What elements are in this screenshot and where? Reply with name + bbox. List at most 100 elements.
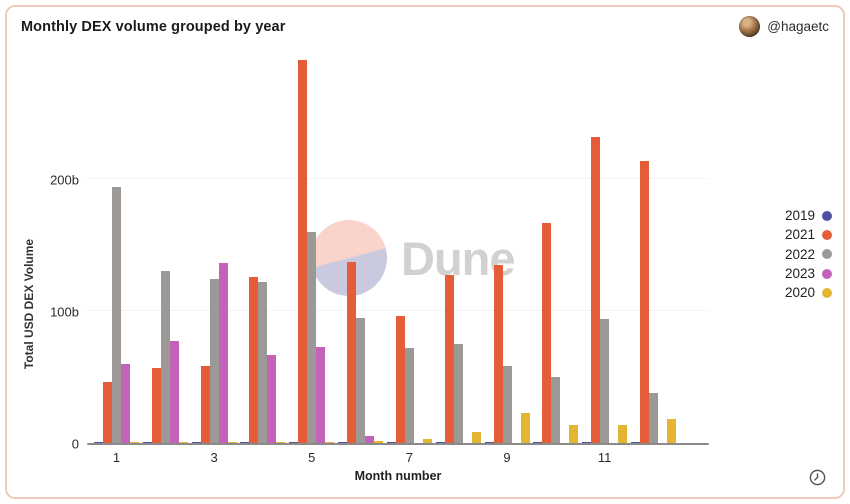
bar-group-month-9 xyxy=(484,265,530,443)
bar-2021-month-11[interactable] xyxy=(591,137,601,443)
legend-item-2020[interactable]: 2020 xyxy=(785,283,832,302)
bar-2021-month-2[interactable] xyxy=(151,368,161,443)
bar-2020-month-2[interactable] xyxy=(178,442,188,443)
bar-2021-month-10[interactable] xyxy=(542,223,552,443)
bar-2019-month-9[interactable] xyxy=(484,442,494,443)
x-tick-month-4 xyxy=(240,450,285,465)
bar-2020-month-6[interactable] xyxy=(374,441,384,443)
bar-2020-month-5[interactable] xyxy=(325,442,335,443)
legend: 2019 2021 2022 2023 2020 xyxy=(785,206,832,302)
bar-2022-month-4[interactable] xyxy=(258,282,268,443)
bar-2023-month-1[interactable] xyxy=(121,364,130,443)
bar-2021-month-1[interactable] xyxy=(103,382,112,443)
x-tick-month-7: 7 xyxy=(405,450,413,465)
bar-2023-month-6[interactable] xyxy=(365,436,375,443)
x-tick-month-12 xyxy=(631,450,676,465)
bar-2022-month-9[interactable] xyxy=(502,366,512,443)
bar-2019-month-8[interactable] xyxy=(435,442,445,443)
bar-2022-month-6[interactable] xyxy=(356,318,366,443)
legend-label: 2019 xyxy=(784,208,815,224)
bar-2021-month-7[interactable] xyxy=(395,316,405,443)
plot-area xyxy=(87,56,709,443)
bars-row xyxy=(87,56,709,443)
legend-dot-icon xyxy=(822,210,832,221)
bar-2021-month-3[interactable] xyxy=(200,366,210,443)
bar-2020-month-9[interactable] xyxy=(520,413,530,443)
bar-2019-month-11[interactable] xyxy=(582,442,592,443)
account-handle: @hagaetc xyxy=(767,19,829,34)
bar-2022-month-10[interactable] xyxy=(551,377,561,443)
legend-dot-icon xyxy=(822,249,832,260)
bar-group-month-4 xyxy=(240,277,286,443)
bar-2019-month-12[interactable] xyxy=(630,442,640,443)
bar-2019-month-3[interactable] xyxy=(191,442,201,443)
bar-2022-month-7[interactable] xyxy=(404,348,414,443)
bar-2019-month-5[interactable] xyxy=(289,442,299,443)
bar-2020-month-7[interactable] xyxy=(422,439,432,443)
bar-2020-month-3[interactable] xyxy=(227,442,237,443)
x-tick-month-10 xyxy=(533,450,578,465)
bar-2022-month-3[interactable] xyxy=(209,279,219,443)
bar-2021-month-6[interactable] xyxy=(347,262,357,443)
bar-2019-month-2[interactable] xyxy=(142,442,152,443)
bar-2019-month-7[interactable] xyxy=(386,442,396,443)
x-tick-labels: 1 3 5 7 9 11 xyxy=(87,450,709,465)
clock-icon[interactable] xyxy=(808,468,827,487)
bar-2021-month-12[interactable] xyxy=(639,161,649,443)
bar-2023-month-2[interactable] xyxy=(169,341,179,443)
x-tick-month-3: 3 xyxy=(210,450,218,465)
x-tick-month-1: 1 xyxy=(112,450,121,465)
bar-2022-month-8[interactable] xyxy=(453,344,463,443)
bar-group-month-10 xyxy=(533,223,579,443)
legend-item-2023[interactable]: 2023 xyxy=(785,264,832,283)
gridline-200b xyxy=(87,178,709,179)
bar-2023-month-5[interactable] xyxy=(316,347,326,443)
bar-2021-month-4[interactable] xyxy=(249,277,259,443)
x-tick-month-2 xyxy=(143,450,188,465)
x-tick-month-6 xyxy=(338,450,383,465)
y-tick-100b: 100b xyxy=(50,304,79,320)
bar-2021-month-5[interactable] xyxy=(298,60,308,443)
x-tick-month-5: 5 xyxy=(308,450,316,465)
x-tick-month-11: 11 xyxy=(597,450,612,465)
x-axis-title: Month number xyxy=(354,469,442,483)
bar-2020-month-1[interactable] xyxy=(130,442,139,443)
bar-group-month-3 xyxy=(191,263,237,443)
bar-group-month-1 xyxy=(94,187,139,443)
legend-dot-icon xyxy=(822,229,832,240)
legend-dot-icon xyxy=(822,268,832,279)
bar-group-month-5 xyxy=(289,60,335,443)
dune-chart-card: Monthly DEX volume grouped by year @haga… xyxy=(5,5,845,499)
bar-2022-month-1[interactable] xyxy=(112,187,121,443)
legend-item-2022[interactable]: 2022 xyxy=(785,245,832,264)
bar-2020-month-8[interactable] xyxy=(471,432,481,443)
account-chip[interactable]: @hagaetc xyxy=(739,16,829,37)
bar-2020-month-4[interactable] xyxy=(276,442,286,443)
legend-item-2021[interactable]: 2021 xyxy=(785,225,832,244)
bar-2021-month-8[interactable] xyxy=(444,275,454,443)
gridline-100b xyxy=(87,310,709,311)
bar-group-month-11 xyxy=(582,137,628,443)
bar-2022-month-5[interactable] xyxy=(307,232,317,443)
bar-2019-month-10[interactable] xyxy=(533,442,543,443)
legend-item-2019[interactable]: 2019 xyxy=(785,206,832,225)
bar-2019-month-6[interactable] xyxy=(338,442,348,443)
bar-2023-month-4[interactable] xyxy=(267,355,277,443)
bar-2022-month-12[interactable] xyxy=(648,393,658,443)
bar-2022-month-11[interactable] xyxy=(600,319,610,443)
bar-group-month-12 xyxy=(630,161,676,443)
avatar xyxy=(739,16,761,37)
bar-2020-month-10[interactable] xyxy=(569,425,579,443)
bar-2022-month-2[interactable] xyxy=(160,271,170,443)
y-tick-200b: 200b xyxy=(50,172,79,188)
bar-2021-month-9[interactable] xyxy=(493,265,503,443)
legend-label: 2021 xyxy=(784,227,815,243)
bar-group-month-7 xyxy=(386,316,432,443)
bar-2020-month-11[interactable] xyxy=(618,425,628,443)
bar-2019-month-4[interactable] xyxy=(240,442,250,443)
legend-label: 2022 xyxy=(784,246,815,262)
bar-2019-month-1[interactable] xyxy=(94,442,103,443)
bar-2023-month-3[interactable] xyxy=(218,263,228,443)
bar-2020-month-12[interactable] xyxy=(666,419,676,443)
